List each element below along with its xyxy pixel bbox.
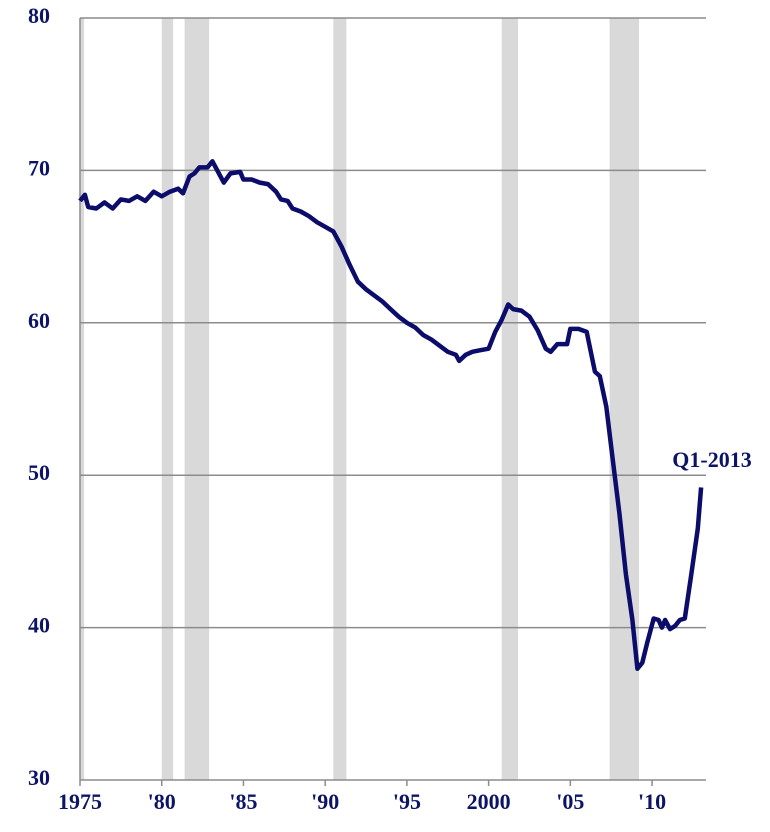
- y-tick-label: 80: [28, 3, 50, 28]
- recession-band: [184, 18, 210, 780]
- x-tick-label: '90: [311, 789, 339, 814]
- y-tick-label: 70: [28, 155, 50, 180]
- y-tick-label: 50: [28, 460, 50, 485]
- y-tick-label: 60: [28, 308, 50, 333]
- x-tick-label: 2000: [467, 789, 511, 814]
- annotation: Q1-2013: [672, 447, 751, 472]
- recession-band: [609, 18, 639, 780]
- line: [78, 159, 704, 671]
- y-tick-label: 40: [28, 613, 50, 638]
- y-tick-label: 30: [28, 765, 50, 790]
- x-tick-label: '95: [393, 789, 421, 814]
- recession-band: [161, 18, 174, 780]
- recession-band: [80, 18, 85, 780]
- x-tick-label: '10: [638, 789, 666, 814]
- x-tick-label: '05: [556, 789, 584, 814]
- x-tick-label: '85: [229, 789, 257, 814]
- recession-band: [501, 18, 519, 780]
- x-tick-label: 1975: [58, 789, 102, 814]
- recession-band: [333, 18, 347, 780]
- x-tick-label: '80: [148, 789, 176, 814]
